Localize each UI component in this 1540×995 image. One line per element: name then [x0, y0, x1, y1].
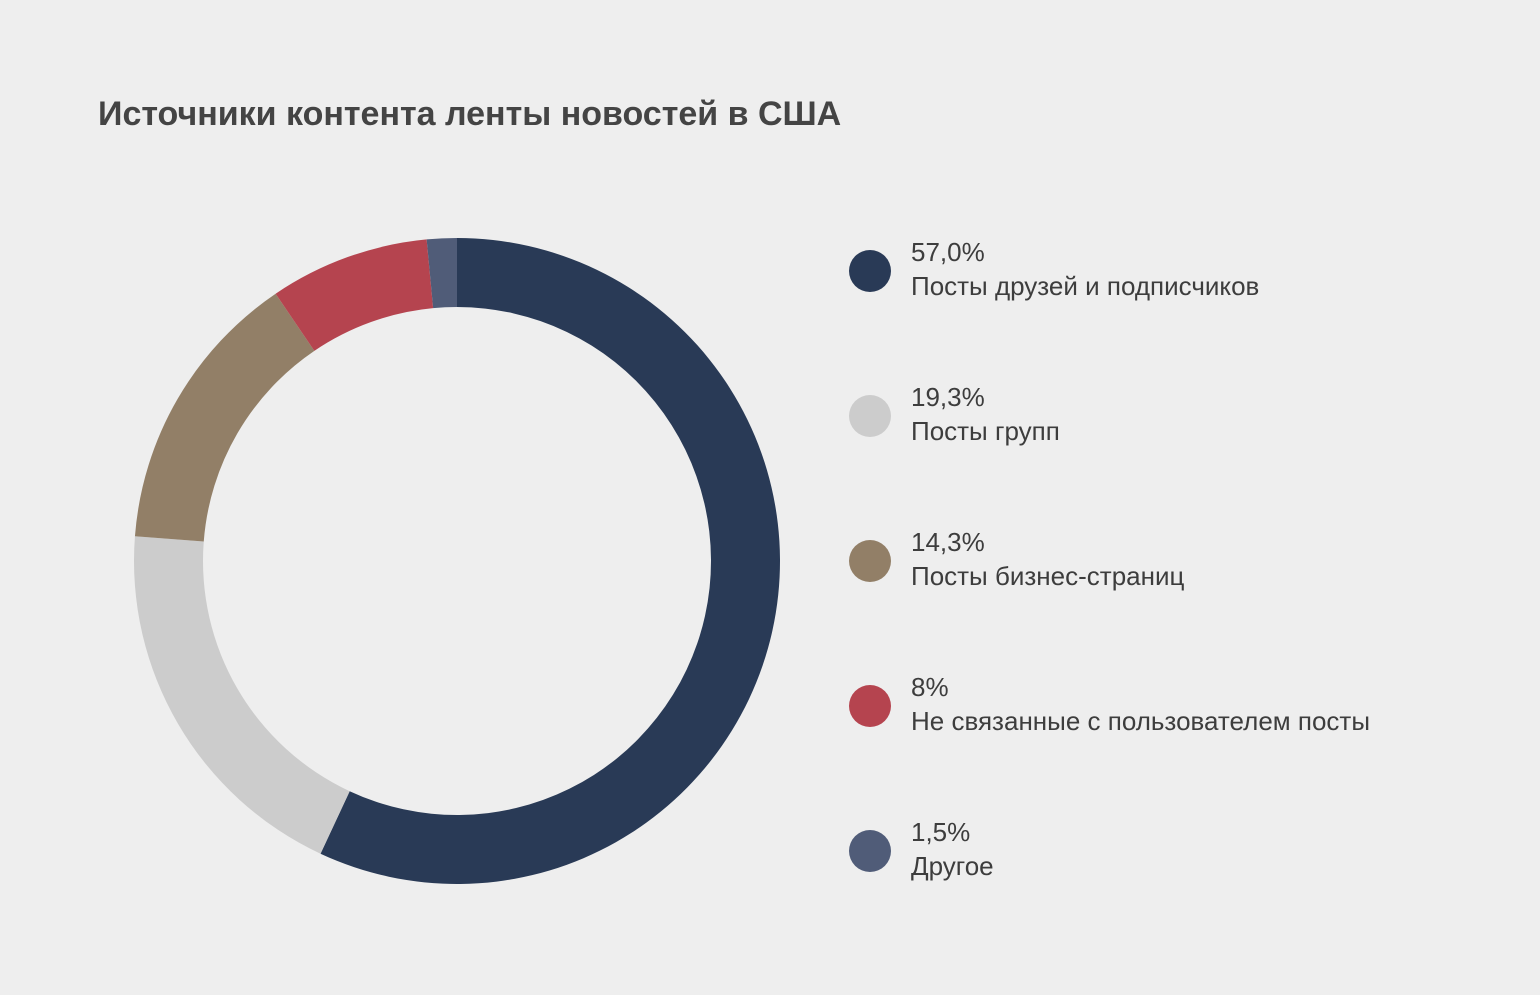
legend-swatch — [849, 395, 891, 437]
legend-value: 1,5% — [911, 817, 970, 847]
legend-value: 57,0% — [911, 237, 985, 267]
donut-segment — [133, 536, 350, 854]
donut-segment — [426, 238, 457, 309]
legend-value: 8% — [911, 672, 949, 702]
chart-title: Источники контента ленты новостей в США — [98, 95, 841, 133]
legend-swatch — [849, 830, 891, 872]
legend-value: 14,3% — [911, 527, 985, 557]
legend-swatch — [849, 540, 891, 582]
legend-label: Не связанные с пользователем посты — [911, 706, 1370, 736]
legend-swatch — [849, 685, 891, 727]
legend-label: Другое — [911, 851, 994, 881]
legend-swatch — [849, 250, 891, 292]
donut-segment — [320, 238, 781, 885]
donut-segment — [275, 239, 434, 351]
legend-label: Посты групп — [911, 416, 1060, 446]
donut-segment — [134, 293, 315, 542]
legend-label: Посты бизнес-страниц — [911, 561, 1184, 591]
legend-label: Посты друзей и подписчиков — [911, 271, 1259, 301]
legend-value: 19,3% — [911, 382, 985, 412]
